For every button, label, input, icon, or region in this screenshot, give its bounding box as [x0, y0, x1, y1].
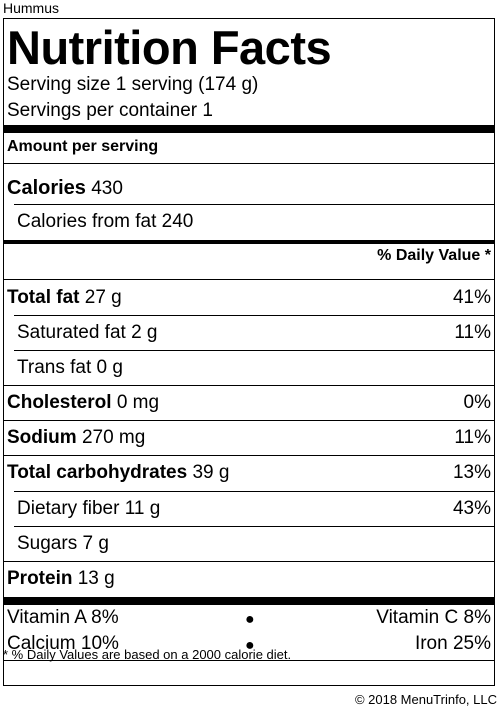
nutrient-row-trans-fat: Trans fat 0 g	[4, 351, 494, 385]
calories-label: Calories	[7, 177, 86, 199]
nutrient-amount: 13 g	[77, 568, 115, 589]
calories-row: Calories 430	[4, 171, 494, 205]
nutrient-label: Dietary fiber	[17, 498, 120, 519]
nutrient-amount: 7 g	[82, 533, 109, 554]
divider	[14, 315, 494, 316]
nutrient-amount: 39 g	[192, 462, 230, 483]
serving-size: Serving size 1 serving (174 g)	[7, 74, 259, 95]
nutrient-amount: 270 mg	[81, 427, 146, 448]
divider	[4, 163, 494, 164]
calories-from-fat-row: Calories from fat 240	[4, 205, 494, 239]
daily-value-header: % Daily Value *	[377, 247, 491, 264]
nutrient-dv: 11%	[454, 322, 491, 343]
copyright: © 2018 MenuTrinfo, LLC	[354, 692, 497, 707]
nutrient-amount: 27 g	[84, 287, 122, 308]
nutrient-label: Protein	[7, 568, 73, 589]
nutrient-label: Total fat	[7, 287, 80, 308]
divider	[4, 660, 494, 661]
nutrient-label: Cholesterol	[7, 392, 112, 413]
divider	[14, 491, 494, 492]
daily-value-footnote: * % Daily Values are based on a 2000 cal…	[3, 647, 292, 662]
nutrient-label: Saturated fat	[17, 322, 126, 343]
calories-value: 430	[91, 178, 123, 199]
nutrient-amount: 11 g	[124, 498, 161, 519]
medium-divider	[4, 240, 494, 244]
nutrient-row-sugars: Sugars 7 g	[4, 527, 494, 561]
vitamin-c: Vitamin C 8%	[376, 607, 491, 628]
label-title: Nutrition Facts	[7, 21, 332, 74]
nutrient-row-sodium: Sodium 270 mg 11%	[4, 421, 494, 455]
thick-divider	[4, 597, 494, 605]
divider	[4, 279, 494, 280]
calcium: Calcium 10%	[7, 633, 119, 654]
divider	[4, 561, 494, 562]
nutrient-label: Sugars	[17, 533, 78, 554]
calories-from-fat: Calories from fat 240	[17, 211, 194, 232]
nutrition-label: Nutrition Facts Serving size 1 serving (…	[3, 18, 495, 686]
nutrient-label: Trans fat	[17, 357, 92, 378]
nutrient-amount: 0 mg	[116, 392, 160, 413]
nutrient-row-saturated-fat: Saturated fat 2 g 11%	[4, 316, 494, 350]
thick-divider	[4, 125, 494, 133]
vitamin-a: Vitamin A 8%	[7, 607, 119, 628]
nutrient-dv: 11%	[454, 427, 491, 448]
divider	[14, 526, 494, 527]
nutrient-dv: 41%	[452, 287, 491, 308]
nutrient-dv: 0%	[463, 392, 491, 413]
nutrient-amount: 0 g	[96, 357, 123, 378]
nutrient-row-cholesterol: Cholesterol 0 mg 0%	[4, 386, 494, 420]
nutrient-row-dietary-fiber: Dietary fiber 11 g 43%	[4, 492, 494, 526]
nutrient-row-total-fat: Total fat 27 g 41%	[4, 281, 494, 315]
bullet-separator: ●	[245, 611, 255, 628]
bullet-separator: ●	[245, 637, 255, 654]
nutrient-row-protein: Protein 13 g	[4, 562, 494, 596]
divider	[14, 350, 494, 351]
divider	[4, 385, 494, 386]
nutrient-dv: 13%	[452, 462, 491, 483]
amount-per-serving: Amount per serving	[7, 138, 159, 155]
nutrient-label: Sodium	[7, 427, 77, 448]
nutrient-label: Total carbohydrates	[7, 462, 188, 483]
servings-per-container: Servings per container 1	[7, 100, 213, 121]
iron: Iron 25%	[414, 633, 491, 654]
nutrient-row-total-carbohydrates: Total carbohydrates 39 g 13%	[4, 456, 494, 490]
divider	[14, 204, 494, 205]
nutrient-amount: 2 g	[131, 322, 158, 343]
divider	[4, 420, 494, 421]
food-name: Hummus	[3, 0, 60, 16]
nutrient-dv: 43%	[452, 498, 491, 519]
divider	[4, 455, 494, 456]
